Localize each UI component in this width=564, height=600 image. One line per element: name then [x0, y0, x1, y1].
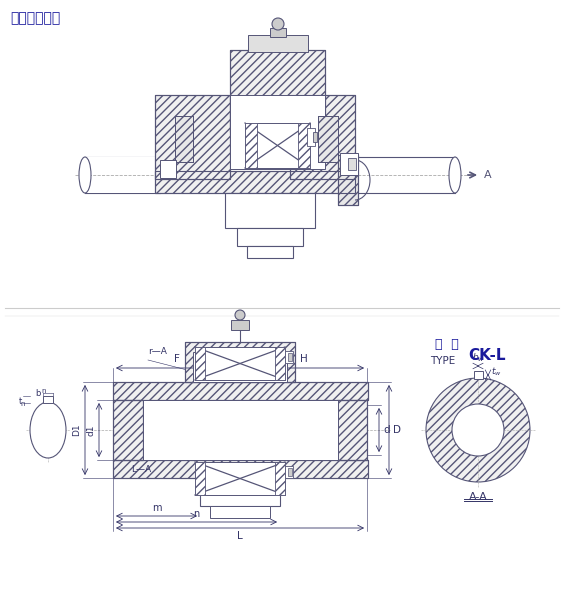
Bar [288, 353, 292, 361]
Bar [338, 155, 358, 205]
Bar [155, 171, 355, 193]
Bar [230, 50, 325, 132]
Bar [195, 462, 285, 495]
Bar [237, 228, 303, 246]
Bar [298, 123, 310, 168]
Text: r—A: r—A [148, 347, 167, 356]
Text: A: A [484, 170, 492, 180]
Text: F: F [174, 354, 179, 364]
Text: 型  号: 型 号 [435, 338, 459, 351]
Bar [195, 347, 285, 380]
Bar [175, 116, 193, 162]
Bar [43, 396, 53, 403]
Text: TYPE: TYPE [430, 356, 455, 366]
Bar [348, 158, 356, 170]
Circle shape [452, 404, 504, 456]
Circle shape [235, 310, 245, 320]
Bar [195, 347, 205, 380]
Bar [195, 462, 205, 495]
Bar [155, 95, 230, 179]
Text: n: n [20, 401, 25, 407]
Bar [288, 468, 292, 476]
Bar [318, 116, 338, 162]
Bar [200, 478, 280, 506]
Ellipse shape [30, 402, 66, 458]
Bar [270, 28, 286, 37]
Bar [247, 246, 293, 258]
Bar [175, 116, 193, 162]
Bar [155, 95, 230, 179]
Text: t: t [19, 397, 22, 406]
Text: CK-L: CK-L [468, 348, 505, 363]
Bar [210, 506, 270, 518]
Text: b: b [36, 389, 41, 398]
Text: L: L [237, 531, 243, 541]
Bar [245, 123, 257, 168]
Bar [340, 160, 358, 200]
Bar [285, 466, 293, 478]
Bar [143, 400, 338, 460]
Bar [113, 382, 368, 400]
Bar [113, 400, 143, 460]
Text: $b_w$: $b_w$ [472, 352, 484, 364]
Bar [337, 400, 367, 460]
Bar [307, 128, 315, 146]
Bar [185, 342, 295, 382]
Bar [340, 153, 358, 175]
Text: m: m [152, 503, 161, 513]
Text: H: H [299, 354, 307, 364]
Bar [474, 371, 483, 379]
Text: D1: D1 [72, 424, 81, 436]
Bar [113, 460, 368, 478]
Bar [290, 95, 355, 179]
Text: n: n [193, 509, 200, 519]
Bar [285, 351, 293, 363]
Bar [230, 50, 325, 132]
Bar [155, 171, 355, 193]
Bar [313, 132, 317, 142]
Text: L—A: L—A [131, 465, 151, 474]
Bar [113, 400, 143, 460]
Bar [230, 95, 325, 169]
Bar [113, 382, 368, 400]
Ellipse shape [449, 157, 461, 193]
Text: D: D [393, 425, 401, 435]
Bar [185, 342, 295, 382]
Bar [337, 400, 367, 460]
Bar [275, 347, 285, 380]
Bar [318, 116, 338, 162]
Bar [231, 320, 249, 330]
Bar [113, 460, 368, 478]
Bar [248, 35, 308, 52]
Bar [275, 462, 285, 495]
Text: n: n [42, 388, 46, 394]
Ellipse shape [79, 157, 91, 193]
Bar [245, 123, 310, 168]
Bar [290, 95, 355, 179]
Text: d: d [383, 425, 390, 435]
Bar [160, 160, 176, 178]
Circle shape [272, 18, 284, 30]
Text: A-A: A-A [469, 492, 487, 502]
Text: d1: d1 [86, 424, 95, 436]
Circle shape [426, 378, 530, 482]
Bar [225, 193, 315, 228]
Bar [193, 352, 287, 382]
Text: $t_w$: $t_w$ [491, 365, 502, 377]
Bar [85, 157, 161, 193]
Bar [338, 155, 358, 205]
Text: 安装参考范例: 安装参考范例 [10, 11, 60, 25]
